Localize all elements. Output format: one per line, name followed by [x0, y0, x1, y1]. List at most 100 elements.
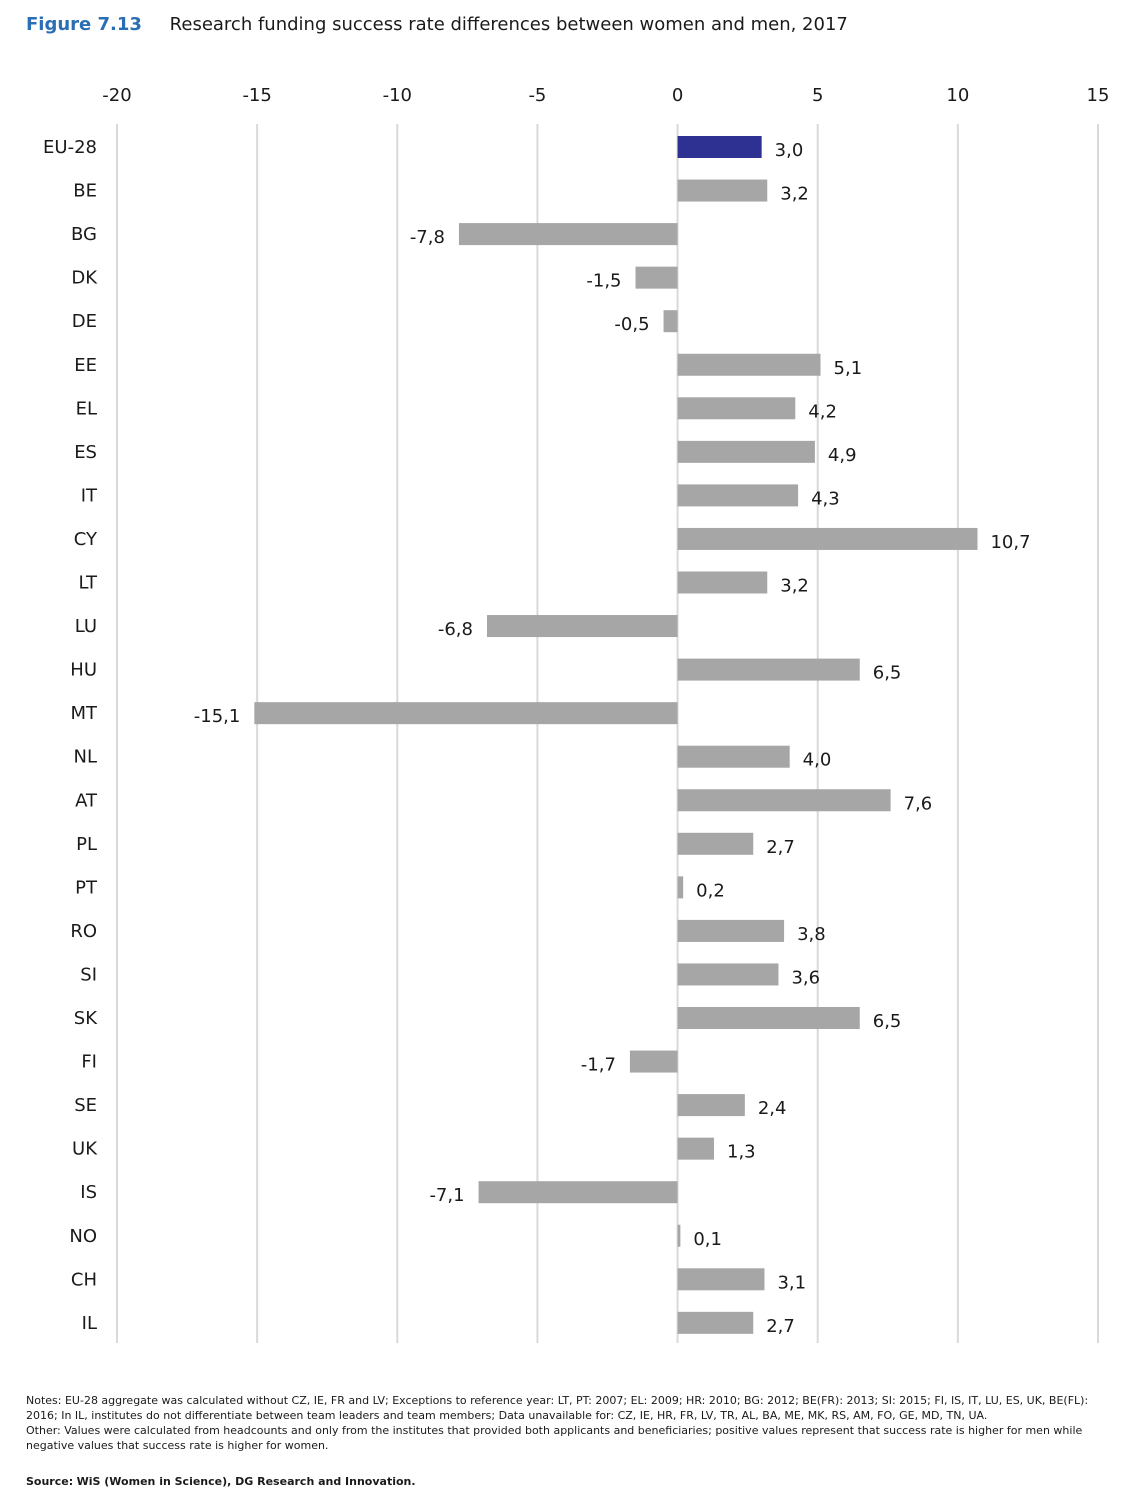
x-tick-label: 15	[1087, 85, 1110, 106]
data-label: 4,2	[808, 401, 837, 422]
category-label: IS	[80, 1182, 97, 1203]
data-label: 3,8	[797, 924, 826, 945]
category-label: IL	[82, 1313, 97, 1334]
data-label: 3,2	[780, 576, 809, 597]
bar	[629, 1050, 678, 1073]
bar	[677, 919, 785, 942]
x-tick-label: -20	[102, 85, 131, 106]
bar	[677, 527, 978, 550]
bar	[677, 876, 684, 899]
x-tick-label: -5	[528, 85, 546, 106]
category-label: SK	[74, 1008, 98, 1029]
notes-line-2: Other: Values were calculated from headc…	[26, 1424, 1083, 1452]
category-label: UK	[72, 1139, 98, 1160]
bar	[254, 702, 678, 725]
data-label: 3,2	[780, 184, 809, 205]
data-label: 4,0	[803, 750, 832, 771]
bar	[677, 1311, 754, 1334]
category-label: CY	[74, 529, 98, 550]
data-label: 3,1	[777, 1272, 806, 1293]
bar	[635, 266, 678, 289]
data-label: 7,6	[904, 793, 933, 814]
category-label: LT	[78, 573, 98, 594]
data-label: 2,7	[766, 837, 795, 858]
bar	[677, 179, 768, 202]
data-label: -6,8	[438, 619, 473, 640]
category-label: EU-28	[43, 137, 97, 158]
bar	[677, 397, 796, 420]
category-label: NL	[74, 747, 98, 768]
source-text: WiS (Women in Science), DG Research and …	[76, 1475, 416, 1488]
bar	[677, 136, 762, 158]
category-label: IT	[81, 485, 98, 506]
data-label: 6,5	[873, 663, 902, 684]
category-label: DK	[71, 268, 98, 289]
category-label: PT	[75, 877, 98, 898]
bar	[677, 1007, 860, 1029]
data-label: 1,3	[727, 1142, 756, 1163]
data-label: 5,1	[834, 358, 863, 379]
data-label: 3,0	[775, 140, 804, 161]
bar	[677, 571, 768, 594]
x-tick-label: 0	[672, 85, 683, 106]
figure-number: Figure 7.13	[26, 14, 142, 35]
category-label: PL	[76, 834, 97, 855]
category-label: AT	[75, 790, 98, 811]
data-label: 4,3	[811, 488, 840, 509]
category-label: BE	[73, 181, 97, 202]
category-label: CH	[71, 1269, 97, 1290]
bar	[677, 963, 779, 986]
notes-line-1: Notes: EU-28 aggregate was calculated wi…	[26, 1394, 1089, 1422]
data-label: -0,5	[614, 314, 649, 335]
category-label: SE	[74, 1095, 97, 1116]
bar	[486, 615, 678, 638]
data-label: -1,7	[581, 1055, 616, 1076]
bar	[663, 310, 678, 333]
x-tick-label: -10	[383, 85, 412, 106]
figure-title: Research funding success rate difference…	[169, 14, 848, 35]
chart-notes: Notes: EU-28 aggregate was calculated wi…	[26, 1393, 1116, 1453]
figure-header: Figure 7.13 Research funding success rat…	[26, 14, 848, 35]
data-label: -7,8	[410, 227, 445, 248]
category-label: DE	[72, 311, 97, 332]
data-label: 3,6	[791, 967, 820, 988]
category-label: EE	[74, 355, 97, 376]
category-label: EL	[76, 398, 97, 419]
category-label: LU	[75, 616, 97, 637]
category-label: BG	[71, 224, 97, 245]
bar	[458, 223, 678, 246]
data-label: 4,9	[828, 445, 857, 466]
bar	[677, 1268, 765, 1291]
x-tick-label: 5	[812, 85, 823, 106]
bar	[677, 1137, 715, 1160]
data-label: 0,2	[696, 880, 725, 901]
bar	[677, 745, 790, 768]
category-label: RO	[70, 921, 97, 942]
data-label: -7,1	[429, 1185, 464, 1206]
category-label: MT	[70, 703, 98, 724]
bar	[677, 658, 860, 681]
data-label: -15,1	[194, 706, 241, 727]
x-tick-label: 10	[946, 85, 969, 106]
data-label: 6,5	[873, 1011, 902, 1032]
bar	[677, 832, 754, 855]
data-label: 10,7	[990, 532, 1030, 553]
category-label: FI	[81, 1052, 97, 1073]
bar	[677, 1224, 681, 1247]
x-tick-label: -15	[242, 85, 271, 106]
chart-source: Source: WiS (Women in Science), DG Resea…	[26, 1475, 416, 1488]
data-label: -1,5	[586, 271, 621, 292]
category-label: SI	[80, 964, 97, 985]
bar	[677, 353, 821, 376]
bar	[677, 1094, 745, 1117]
bar	[677, 789, 891, 812]
data-label: 0,1	[693, 1229, 722, 1250]
data-label: 2,7	[766, 1316, 795, 1337]
category-label: ES	[74, 442, 97, 463]
category-label: HU	[70, 660, 97, 681]
source-label: Source:	[26, 1475, 74, 1488]
bar-chart: -20 -15 -10 -5 0 5 10 15 EU-28 3,0 BE 3,2 BG -7,8 DK -1…	[43, 85, 1110, 1343]
bar	[677, 484, 799, 507]
data-label: 2,4	[758, 1098, 787, 1119]
category-label: NO	[69, 1226, 97, 1247]
